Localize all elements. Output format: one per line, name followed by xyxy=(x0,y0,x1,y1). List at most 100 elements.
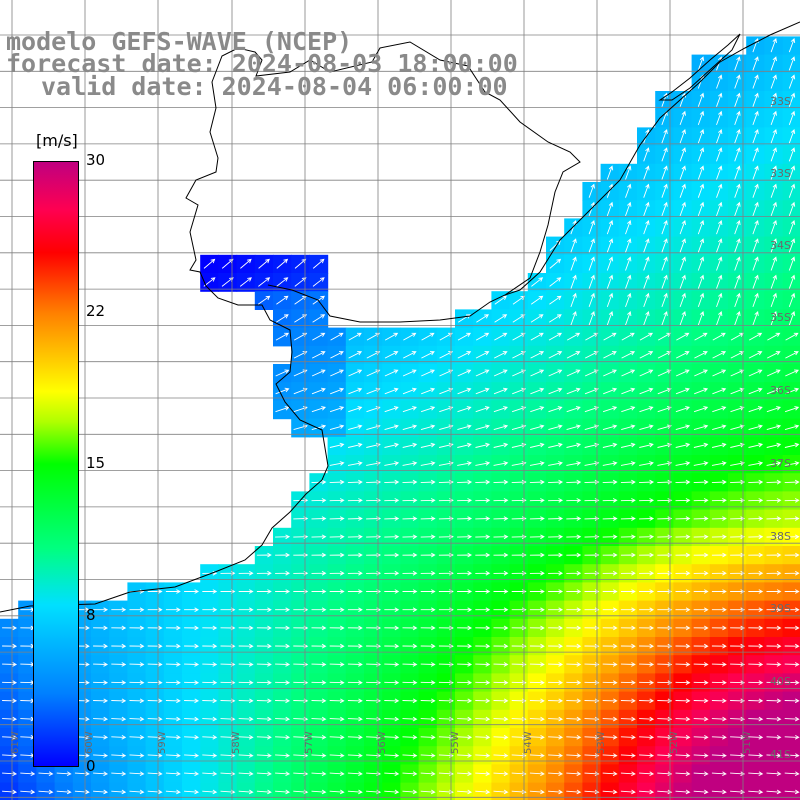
wind-arrow xyxy=(347,771,363,777)
wind-arrow xyxy=(679,292,686,308)
wind-arrow xyxy=(748,442,764,448)
wind-arrow xyxy=(2,662,18,667)
wind-arrow xyxy=(275,735,291,740)
wind-arrow xyxy=(20,789,36,795)
wind-arrow xyxy=(165,735,181,740)
wind-arrow xyxy=(475,643,491,649)
wind-arrow xyxy=(457,625,473,631)
wind-arrow xyxy=(697,183,705,198)
wind-arrow xyxy=(657,789,673,795)
wind-arrow xyxy=(752,274,759,289)
wind-arrow xyxy=(711,607,727,612)
wind-arrow xyxy=(529,698,545,704)
wind-arrow xyxy=(548,406,563,413)
wind-arrow xyxy=(511,442,527,448)
wind-arrow xyxy=(712,387,727,395)
wind-arrow xyxy=(748,680,764,685)
wind-arrow xyxy=(675,625,691,631)
wind-arrow xyxy=(693,789,709,795)
wind-arrow xyxy=(711,442,727,448)
wind-arrow xyxy=(693,698,709,704)
wind-arrow xyxy=(734,74,741,89)
wind-arrow xyxy=(329,698,345,704)
wind-arrow xyxy=(602,753,618,758)
wind-arrow xyxy=(566,406,581,413)
wind-arrow xyxy=(147,662,163,667)
wind-arrow xyxy=(402,771,418,777)
wind-arrow xyxy=(402,424,418,431)
wind-arrow xyxy=(311,369,326,377)
wind-arrow xyxy=(420,643,436,649)
wind-arrow xyxy=(697,110,705,126)
wind-arrow xyxy=(129,680,145,685)
wind-arrow xyxy=(625,201,632,217)
wind-arrow xyxy=(602,406,618,413)
wind-arrow xyxy=(566,424,581,431)
wind-arrow xyxy=(511,698,527,704)
wind-arrow xyxy=(697,238,705,253)
wind-arrow xyxy=(675,406,690,413)
wind-arrow xyxy=(529,753,545,758)
wind-arrow xyxy=(275,534,291,540)
wind-arrow xyxy=(548,332,563,341)
wind-arrow xyxy=(620,771,636,777)
wind-arrow xyxy=(584,643,600,649)
wind-arrow xyxy=(748,716,764,722)
wind-arrow xyxy=(748,369,763,377)
wind-arrow xyxy=(347,716,363,722)
wind-arrow xyxy=(584,552,600,558)
wind-arrow xyxy=(734,238,741,253)
wind-arrow xyxy=(730,698,746,704)
wind-arrow xyxy=(639,387,654,395)
wind-arrow xyxy=(475,516,491,521)
wind-arrow xyxy=(438,570,454,576)
lon-label-61w: 61W xyxy=(10,731,21,754)
wind-arrow xyxy=(238,789,254,795)
wind-arrow xyxy=(679,129,686,144)
wind-arrow xyxy=(2,643,18,649)
wind-arrow xyxy=(784,589,800,594)
wind-arrow xyxy=(748,625,764,631)
wind-arrow xyxy=(329,753,345,758)
wind-arrow xyxy=(420,498,436,503)
wind-arrow xyxy=(602,643,618,649)
wind-arrow xyxy=(697,129,705,144)
wind-arrow xyxy=(620,662,636,667)
wind-arrow xyxy=(748,643,764,649)
wind-arrow xyxy=(275,570,291,576)
wind-arrow xyxy=(2,735,18,740)
wind-arrow xyxy=(716,311,723,326)
wind-arrow xyxy=(602,716,618,722)
wind-arrow xyxy=(275,314,289,323)
wind-arrow xyxy=(766,735,782,740)
wind-arrow xyxy=(129,753,145,758)
wind-arrow xyxy=(402,498,418,503)
wind-arrow xyxy=(529,516,545,521)
wind-arrow xyxy=(165,589,181,594)
wind-arrow xyxy=(584,424,600,431)
wind-arrow xyxy=(602,607,618,612)
wind-arrow xyxy=(639,479,655,485)
wind-arrow xyxy=(639,369,654,377)
wind-arrow xyxy=(511,680,527,685)
wind-arrow xyxy=(748,461,764,466)
wind-arrow xyxy=(530,332,544,341)
wind-arrow xyxy=(588,292,595,308)
wind-arrow xyxy=(511,570,527,576)
wind-arrow xyxy=(784,516,800,521)
wind-arrow xyxy=(657,369,672,377)
wind-arrow xyxy=(679,147,686,162)
wind-arrow xyxy=(785,369,799,377)
wind-arrow xyxy=(129,662,145,667)
wind-arrow xyxy=(348,406,363,413)
wind-arrow xyxy=(748,753,764,758)
wind-arrow xyxy=(2,680,18,685)
colorbar-tick-8: 8 xyxy=(86,606,96,624)
wind-arrow xyxy=(639,753,655,758)
wind-arrow xyxy=(566,570,582,576)
wind-arrow xyxy=(766,369,781,377)
wind-arrow xyxy=(329,625,345,631)
wind-arrow xyxy=(147,698,163,704)
wind-arrow xyxy=(566,771,582,777)
wind-arrow xyxy=(643,311,650,326)
